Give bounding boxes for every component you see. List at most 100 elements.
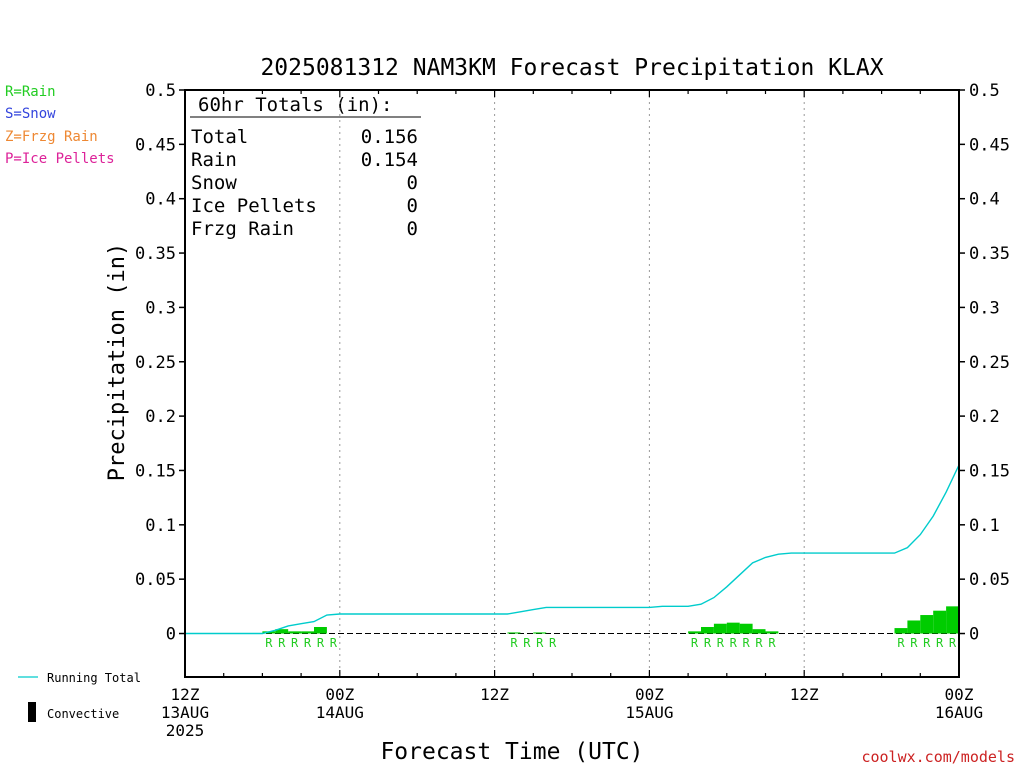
ptype-mark: R [265,636,273,650]
y-tick-label-left: 0.35 [135,244,176,264]
precip-bar [752,629,766,634]
ptype-mark: R [278,636,286,650]
y-tick-label-left: 0.4 [145,190,176,210]
y-tick-label-left: 0 [166,625,176,645]
y-tick-label-right: 0.5 [969,81,1000,101]
x-tick-label: 14AUG [316,703,364,722]
ptype-mark: R [317,636,325,650]
x-tick-label: 00Z [635,685,664,704]
chart-title: 2025081312 NAM3KM Forecast Precipitation… [260,55,883,81]
x-tick-label: 00Z [325,685,354,704]
x-tick-label: 16AUG [935,703,983,722]
legend-rain: R=Rain [5,84,56,100]
y-tick-label-right: 0.2 [969,407,1000,427]
totals-row-label: Snow [191,172,237,194]
axes: 0 00.05 0.050.1 0.10.15 0.150.2 0.20.25 0.250.… [135,81,1010,740]
y-tick-label-left: 0.15 [135,461,176,481]
precip-bar [920,615,934,634]
grid-lines [185,90,959,677]
y-tick-label-left: 0.05 [135,570,176,590]
precip-bar [933,610,947,634]
legend-snow: S=Snow [5,106,56,122]
precip-bar [739,623,753,634]
ptype-mark: R [949,636,957,650]
ptype-mark: R [755,636,763,650]
y-tick-label-left: 0.3 [145,298,176,318]
ptype-mark: R [897,636,905,650]
ptype-mark: R [717,636,725,650]
totals-row-value: 0 [407,218,418,240]
ptype-legend: R=Rain S=Snow Z=Frzg Rain P=Ice Pellets [5,84,115,167]
y-tick-label-right: 0.15 [969,461,1010,481]
totals-rows: Total 0.156 Rain 0.154 Snow 0 Ice Pellets 0 Frzg… [191,126,418,240]
ptype-mark: R [743,636,751,650]
precip-bar [701,626,714,634]
totals-row-value: 0.156 [361,126,418,148]
precip-bar [894,628,908,634]
running-total-line [185,464,960,635]
totals-row-label: Total [191,126,248,148]
precip-bar [507,632,521,634]
x-tick-label: 12Z [171,685,200,704]
series-legend: Running Total Convective [18,671,141,722]
totals-row-value: 0 [407,195,418,217]
x-tick-label: 12Z [480,685,509,704]
x-tick-label: 12Z [790,685,819,704]
ptype-mark: R [510,636,518,650]
precip-bar [314,626,327,634]
convective-legend-swatch [28,702,36,722]
totals-row-value: 0 [407,172,418,194]
running-total-layer [185,464,960,635]
plot-frame [184,89,960,678]
ptype-mark: R [910,636,918,650]
legend-ice-pellets: P=Ice Pellets [5,151,115,167]
legend-frzg-rain: Z=Frzg Rain [5,129,98,145]
ptype-mark: R [704,636,712,650]
y-tick-label-left: 0.5 [145,81,176,101]
totals-header: 60hr Totals (in): [198,94,392,116]
x-axis-label: Forecast Time (UTC) [380,739,643,765]
precip-bar [301,631,314,634]
x-tick-label: 15AUG [625,703,673,722]
precip-bar [533,632,547,634]
precip-bar [946,606,959,634]
y-tick-label-right: 0.3 [969,298,1000,318]
precip-bar [688,631,701,634]
y-tick-label-right: 0.4 [969,190,1000,210]
totals-box: 60hr Totals (in): Total 0.156 Rain 0.154 Sno… [190,94,421,240]
ptype-mark: R [730,636,738,650]
convective-legend-label: Convective [47,707,119,721]
totals-row-label: Frzg Rain [191,218,294,240]
totals-row-label: Rain [191,149,237,171]
ptype-mark: R [330,636,338,650]
ptype-mark: R [936,636,944,650]
y-axis-label: Precipitation (in) [105,243,130,481]
ptype-mark: R [691,636,699,650]
y-tick-label-right: 0 [969,625,979,645]
ptype-mark: R [304,636,312,650]
ptype-mark: R [523,636,531,650]
y-tick-label-left: 0.2 [145,407,176,427]
precip-bars [262,606,959,634]
precip-bar [726,622,740,634]
precip-bar [765,631,779,634]
y-tick-label-left: 0.25 [135,353,176,373]
ptype-mark: R [923,636,931,650]
running-total-legend-label: Running Total [47,671,141,685]
y-tick-label-right: 0.25 [969,353,1010,373]
totals-row-label: Ice Pellets [191,195,317,217]
x-tick-label: 13AUG [161,703,209,722]
x-tick-label: 2025 [166,721,205,740]
precip-bar [275,629,289,634]
y-tick-label-right: 0.35 [969,244,1010,264]
precip-bar [288,631,302,634]
y-tick-label-right: 0.05 [969,570,1010,590]
y-tick-label-right: 0.45 [969,135,1010,155]
precip-bar [907,620,921,634]
x-tick-label: 00Z [945,685,974,704]
precip-bar [713,623,727,634]
y-tick-label-left: 0.1 [145,516,176,536]
